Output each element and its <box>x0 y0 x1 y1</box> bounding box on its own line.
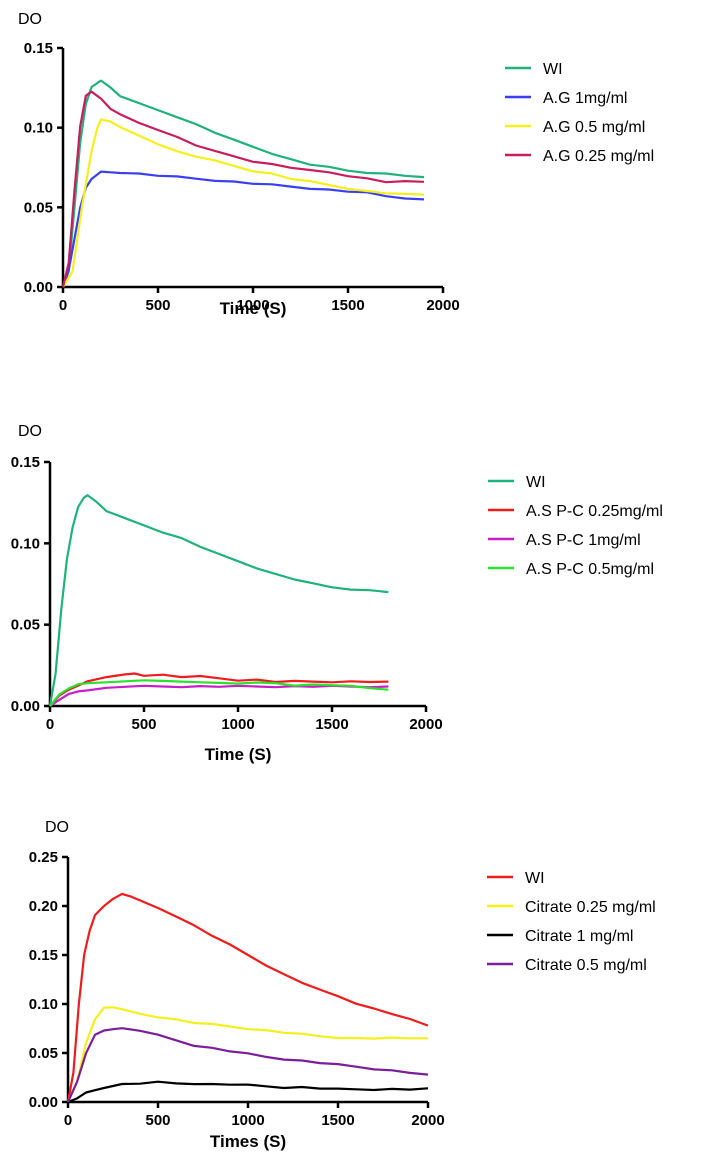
x-tick-label: 1500 <box>331 297 364 314</box>
series-line-3 <box>62 118 425 288</box>
legend-label: WI <box>543 61 563 78</box>
legend-label: A.G 1mg/ml <box>543 90 627 107</box>
legend-label: A.S P-C 0.5mg/ml <box>526 561 654 578</box>
y-tick-label: 0.10 <box>24 120 53 137</box>
chart-2: 0.00 0.05 0.10 0.15 0 500 1000 1500 2000 DO Time (… <box>11 423 663 764</box>
y-tick-label: 0.10 <box>29 996 58 1013</box>
y-axis-label: DO <box>18 423 42 440</box>
x-tick-label: 1500 <box>321 1112 354 1129</box>
series-line-2 <box>61 170 425 288</box>
x-tick-label: 1000 <box>236 297 269 314</box>
x-tick-label: 500 <box>145 297 170 314</box>
series-line-1 <box>61 79 425 288</box>
series-line-3 <box>67 1080 429 1104</box>
y-tick-label: 0.15 <box>24 40 53 57</box>
series-line-3 <box>49 684 389 707</box>
y-tick-label: 0.05 <box>29 1045 58 1062</box>
legend-label: Citrate 0.5 mg/ml <box>525 957 647 974</box>
series-line-2 <box>49 672 389 707</box>
y-tick-label: 0.00 <box>11 698 40 715</box>
y-axis-label: DO <box>45 819 69 836</box>
y-tick-label: 0.15 <box>11 454 40 471</box>
y-axis-label: DO <box>18 11 42 28</box>
y-tick-label: 0.05 <box>24 199 53 216</box>
series-line-4 <box>66 1027 429 1103</box>
x-tick-label: 1000 <box>221 716 254 733</box>
x-tick-label: 2000 <box>411 1112 444 1129</box>
chart-3: 0.00 0.05 0.10 0.15 0.20 0.25 0 500 1000 1500 2000… <box>29 819 656 1151</box>
series-line-1 <box>66 892 429 1103</box>
y-tick-label: 0.00 <box>29 1094 58 1111</box>
y-tick-label: 0.25 <box>29 849 58 866</box>
series-line-1 <box>48 494 389 707</box>
x-tick-label: 0 <box>46 716 54 733</box>
legend-label: A.S P-C 0.25mg/ml <box>526 503 663 520</box>
x-axis-label: Time (S) <box>205 745 272 764</box>
legend-label: Citrate 0.25 mg/ml <box>525 899 656 916</box>
y-tick-label: 0.15 <box>29 947 58 964</box>
legend-label: A.G 0.25 mg/ml <box>543 148 654 165</box>
x-tick-label: 2000 <box>426 297 459 314</box>
legend-label: Citrate 1 mg/ml <box>525 928 633 945</box>
legend-label: WI <box>526 474 546 491</box>
series-line-2 <box>66 1006 428 1103</box>
x-tick-label: 2000 <box>409 716 442 733</box>
x-axis-label: Time (S) <box>220 299 287 318</box>
y-tick-label: 0.05 <box>11 617 40 634</box>
x-axis-label: Times (S) <box>210 1132 286 1151</box>
x-tick-label: 0 <box>64 1112 72 1129</box>
legend-label: WI <box>525 870 545 887</box>
series-line-4 <box>61 90 425 288</box>
legend-label: A.S P-C 1mg/ml <box>526 532 641 549</box>
y-tick-label: 0.10 <box>11 535 40 552</box>
y-tick-label: 0.20 <box>29 898 58 915</box>
x-tick-label: 0 <box>59 297 67 314</box>
x-tick-label: 1000 <box>231 1112 264 1129</box>
x-tick-label: 500 <box>145 1112 170 1129</box>
y-tick-label: 0.00 <box>24 279 53 296</box>
series-line-4 <box>49 679 389 707</box>
chart-1: 0.00 0.05 0.10 0.15 0 500 1000 1500 2000 DO Time (… <box>18 11 654 318</box>
x-tick-label: 500 <box>131 716 156 733</box>
x-tick-label: 1500 <box>315 716 348 733</box>
legend-label: A.G 0.5 mg/ml <box>543 119 645 136</box>
